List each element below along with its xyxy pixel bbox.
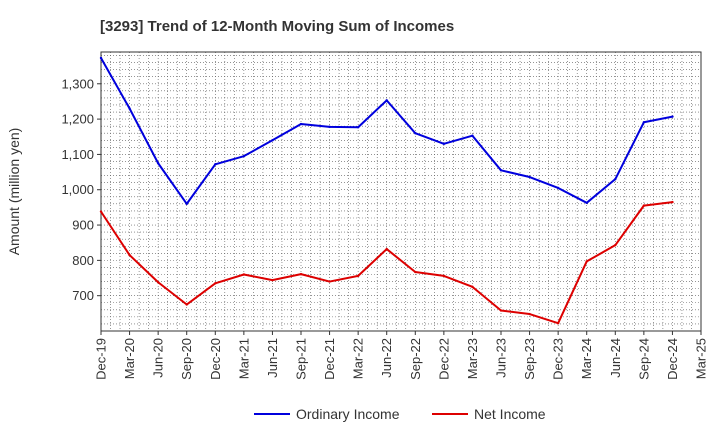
data-point-ordinary-income [614, 177, 617, 181]
data-point-ordinary-income [385, 99, 388, 102]
legend-label-net-income: Net Income [474, 406, 546, 422]
data-point-net-income [299, 272, 303, 276]
grid-lines [101, 52, 701, 331]
data-point-net-income [185, 303, 188, 306]
data-point-net-income [642, 204, 646, 207]
x-tick-label: Mar-25 [694, 338, 709, 379]
data-point-ordinary-income [99, 56, 103, 60]
data-point-ordinary-income [128, 107, 131, 110]
data-point-ordinary-income [556, 186, 560, 190]
data-point-ordinary-income [414, 132, 417, 135]
data-point-net-income [99, 210, 103, 213]
data-point-net-income [528, 312, 531, 316]
data-point-net-income [356, 274, 360, 278]
data-point-ordinary-income [471, 134, 474, 137]
legend: Ordinary Income Net Income [254, 406, 546, 422]
data-point-net-income [242, 273, 246, 276]
data-point-net-income [671, 200, 674, 204]
x-tick-label: Dec-24 [665, 338, 680, 380]
x-tick-label: Sep-20 [179, 338, 194, 380]
data-point-ordinary-income [156, 162, 160, 165]
y-tick-label: 700 [72, 288, 94, 303]
x-tick-label: Jun-23 [494, 338, 509, 378]
data-point-ordinary-income [442, 142, 446, 146]
data-point-ordinary-income [271, 139, 274, 142]
plot-area [100, 51, 702, 332]
y-tick-label: 800 [72, 253, 94, 268]
x-tick-label: Sep-24 [636, 338, 651, 380]
data-point-ordinary-income [299, 122, 303, 126]
data-point-net-income [328, 280, 331, 283]
data-point-net-income [156, 281, 160, 284]
y-tick-label: 1,200 [61, 112, 94, 127]
data-point-ordinary-income [214, 163, 217, 166]
x-tick-label: Sep-23 [522, 338, 537, 380]
data-point-ordinary-income [242, 154, 246, 158]
data-point-ordinary-income [356, 126, 360, 129]
y-axis: 700 800 900 1,000 1,100 1,200 1,300 [61, 76, 101, 303]
data-point-net-income [556, 322, 560, 325]
x-tick-label: Sep-22 [408, 338, 423, 380]
data-point-net-income [471, 285, 474, 289]
data-point-ordinary-income [185, 202, 188, 206]
data-point-net-income [214, 282, 217, 285]
data-point-net-income [271, 278, 274, 282]
x-tick-label: Mar-24 [579, 338, 594, 379]
x-tick-label: Jun-24 [608, 338, 623, 378]
data-point-net-income [499, 309, 503, 312]
x-tick-label: Mar-22 [351, 338, 366, 379]
data-point-ordinary-income [671, 115, 674, 118]
legend-label-ordinary-income: Ordinary Income [296, 406, 400, 422]
x-tick-label: Dec-22 [436, 338, 451, 380]
y-axis-label: Amount (million yen) [6, 128, 22, 256]
data-point-net-income [385, 247, 388, 251]
x-tick-label: Dec-20 [208, 338, 223, 380]
y-tick-label: 1,100 [61, 147, 94, 162]
data-point-ordinary-income [642, 121, 646, 124]
chart-title: [3293] Trend of 12-Month Moving Sum of I… [100, 18, 454, 35]
data-point-ordinary-income [585, 201, 588, 204]
series-group [99, 56, 674, 325]
data-point-net-income [442, 274, 446, 278]
x-tick-label: Dec-23 [551, 338, 566, 380]
x-tick-label: Mar-21 [236, 338, 251, 379]
y-tick-label: 1,000 [61, 182, 94, 197]
x-tick-label: Jun-21 [265, 338, 280, 378]
x-tick-label: Dec-21 [322, 338, 337, 380]
data-point-net-income [128, 253, 131, 257]
x-tick-label: Sep-21 [294, 338, 309, 380]
data-point-net-income [614, 243, 617, 247]
data-point-net-income [414, 270, 417, 274]
y-tick-label: 900 [72, 218, 94, 233]
data-point-ordinary-income [499, 169, 503, 172]
data-point-ordinary-income [528, 175, 531, 179]
y-tick-label: 1,300 [61, 76, 94, 91]
data-point-net-income [585, 260, 588, 263]
data-point-ordinary-income [328, 125, 331, 129]
x-tick-label: Jun-20 [151, 338, 166, 378]
x-tick-label: Mar-20 [122, 338, 137, 379]
x-axis: Dec-19 Mar-20 Jun-20 Sep-20 Dec-20 Mar-21 Jun-… [94, 331, 709, 380]
x-tick-label: Jun-22 [379, 338, 394, 378]
x-tick-label: Mar-23 [465, 338, 480, 379]
x-tick-label: Dec-19 [94, 338, 109, 380]
